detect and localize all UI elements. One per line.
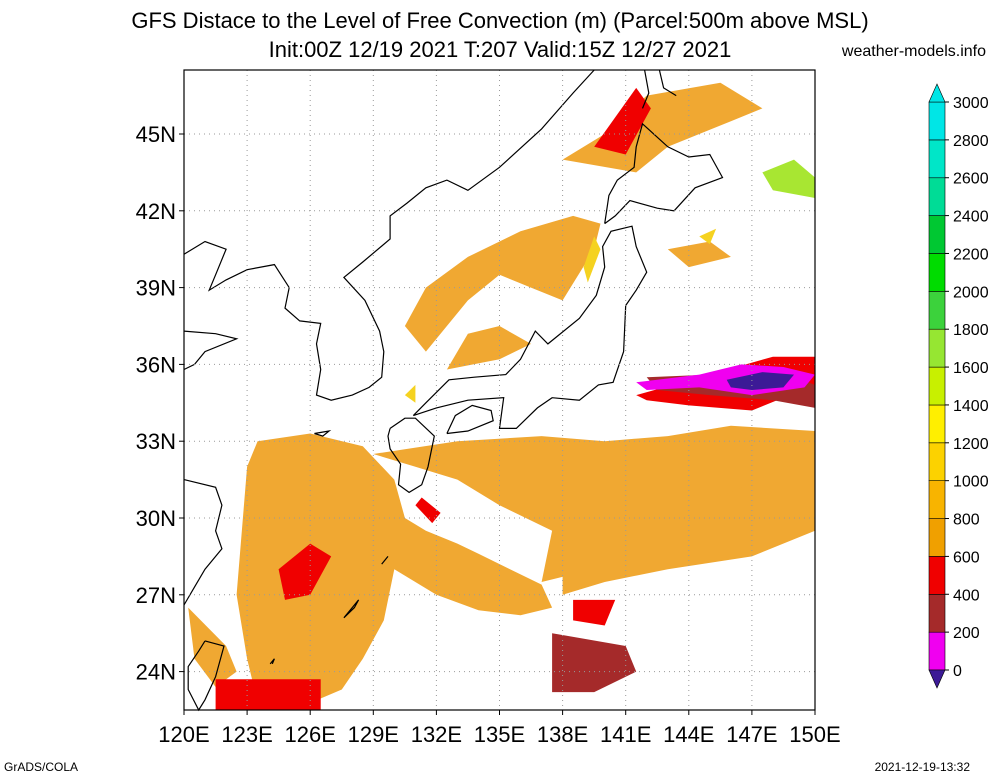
coastlines xyxy=(183,69,724,712)
lon-tick-label: 141E xyxy=(600,722,651,747)
coast-china-east xyxy=(183,479,223,606)
website-label: weather-models.info xyxy=(841,43,986,60)
colorbar-label: 3000 xyxy=(953,95,989,112)
colorbar-segment xyxy=(928,518,946,557)
field-orange-japansea xyxy=(404,215,601,352)
field-yellow-2 xyxy=(404,384,416,403)
colorbar-label: 1400 xyxy=(953,398,989,415)
lon-tick-label: 120E xyxy=(158,722,209,747)
colorbar-segment xyxy=(928,404,946,444)
colorbar-label: 2400 xyxy=(953,209,989,226)
colorbar-label: 2200 xyxy=(953,246,989,263)
coast-shandong xyxy=(183,330,239,371)
colorbar-segment xyxy=(928,139,946,179)
field-orange-honshu xyxy=(446,326,531,370)
colorbar-segment xyxy=(928,290,946,330)
field-yellow-3 xyxy=(699,228,717,245)
colorbar-min-extend xyxy=(928,669,946,689)
lon-tick-label: 132E xyxy=(411,722,462,747)
lat-tick-label: 36N xyxy=(136,352,176,377)
map-subtitle: Init:00Z 12/19 2021 T:207 Valid:15Z 12/2… xyxy=(268,37,732,62)
colorbar-segment xyxy=(928,593,946,633)
coast-amami xyxy=(381,556,389,565)
coast-jeju xyxy=(314,430,332,437)
coast-shikoku xyxy=(446,404,494,435)
lon-tick-label: 147E xyxy=(726,722,777,747)
colorbar-label: 400 xyxy=(953,587,980,604)
field-red-2 xyxy=(215,679,321,710)
coast-hokkaido xyxy=(604,122,724,225)
lon-tick-label: 135E xyxy=(474,722,525,747)
field-purple xyxy=(726,372,794,390)
colorbar-segment xyxy=(928,556,946,595)
field-red-4 xyxy=(573,599,616,626)
lat-tick-label: 33N xyxy=(136,429,176,454)
colorbar-label: 2600 xyxy=(953,171,989,188)
field-orange-sw xyxy=(236,433,553,708)
field-red-1 xyxy=(278,543,332,600)
colorbar-label: 1000 xyxy=(953,474,989,491)
coast-sakhalin-e xyxy=(658,69,677,97)
colorbar: 0 200 400 600 800 1000 1200 1400 1600 1800 2000 220… xyxy=(928,83,989,689)
field-orange-se xyxy=(373,425,815,582)
lat-tick-label: 24N xyxy=(136,660,176,685)
lon-ticks: 120E 123E 126E 129E 132E 135E 138E 141E 144E 147E… xyxy=(158,710,841,747)
colorbar-segment xyxy=(928,328,946,368)
lat-ticks: 24N 27N 30N 33N 36N 39N 42N 45N xyxy=(136,122,184,685)
coast-honshu xyxy=(412,225,648,429)
map-title: GFS Distace to the Level of Free Convect… xyxy=(131,8,869,33)
lfc-field xyxy=(188,82,815,710)
lat-tick-label: 39N xyxy=(136,276,176,301)
colorbar-segment xyxy=(928,177,946,216)
field-orange-w xyxy=(188,607,237,687)
colorbar-max-extend xyxy=(928,83,946,103)
colorbar-segment xyxy=(928,366,946,406)
lon-tick-label: 129E xyxy=(348,722,399,747)
coast-kyushu xyxy=(387,417,435,494)
colorbar-segment xyxy=(928,253,946,292)
colorbar-label: 800 xyxy=(953,512,980,529)
footer-credit: GrADS/COLA xyxy=(4,760,79,774)
colorbar-label: 200 xyxy=(953,625,980,642)
field-orange-hokkaido xyxy=(562,82,763,173)
field-orange-east xyxy=(562,454,815,595)
field-brown-1 xyxy=(552,633,637,693)
colorbar-segment xyxy=(928,480,946,519)
colorbar-label: 2800 xyxy=(953,133,989,150)
colorbar-segment xyxy=(928,101,946,141)
field-red-3 xyxy=(415,497,441,524)
lon-tick-label: 138E xyxy=(537,722,588,747)
coast-ishigaki xyxy=(269,658,275,665)
field-orange-ne xyxy=(667,241,731,268)
lat-tick-label: 42N xyxy=(136,199,176,224)
colorbar-label: 2000 xyxy=(953,284,989,301)
colorbar-label: 600 xyxy=(953,549,980,566)
lat-tick-label: 27N xyxy=(136,583,176,608)
lat-tick-label: 30N xyxy=(136,506,176,531)
colorbar-label: 1600 xyxy=(953,360,989,377)
grid-lines xyxy=(184,70,815,710)
lon-tick-label: 150E xyxy=(789,722,840,747)
lon-tick-label: 123E xyxy=(221,722,272,747)
lon-tick-label: 126E xyxy=(285,722,336,747)
coast-korea-russia xyxy=(183,69,595,401)
field-red-5 xyxy=(594,87,651,155)
coast-sakhalin-w xyxy=(641,69,650,109)
field-lime xyxy=(762,159,815,198)
colorbar-segment xyxy=(928,442,946,481)
colorbar-label: 1200 xyxy=(953,436,989,453)
footer-timestamp: 2021-12-19-13:32 xyxy=(874,760,970,774)
lat-tick-label: 45N xyxy=(136,122,176,147)
colorbar-label: 1800 xyxy=(953,322,989,339)
coast-okinawa xyxy=(343,599,360,619)
lon-tick-label: 144E xyxy=(663,722,714,747)
colorbar-label: 0 xyxy=(953,663,962,680)
field-yellow-1 xyxy=(583,236,601,283)
colorbar-segment xyxy=(928,215,946,254)
colorbar-segment xyxy=(928,631,946,671)
